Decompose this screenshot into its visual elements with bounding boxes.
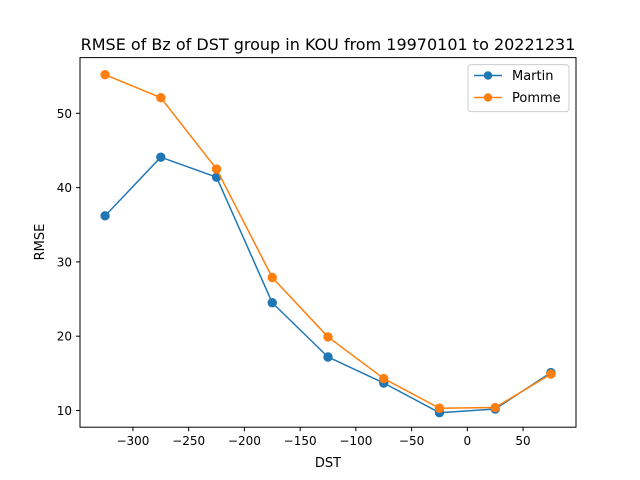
legend-label-martin: Martin — [512, 69, 553, 84]
legend-marker-martin — [483, 71, 493, 80]
data-point-martin — [323, 352, 333, 362]
y-tick-label: 20 — [57, 330, 72, 344]
data-point-pomme — [267, 272, 277, 283]
y-tick-label: 40 — [57, 181, 72, 195]
data-point-pomme — [100, 69, 110, 80]
x-tick-label: −100 — [339, 434, 372, 448]
x-axis-label: DST — [315, 456, 341, 471]
series-pomme — [100, 69, 556, 413]
legend-label-pomme: Pomme — [512, 91, 561, 106]
x-tick-label: 50 — [515, 434, 530, 448]
x-tick-label: −250 — [172, 434, 205, 448]
y-axis-ticks: 10 20 30 40 50 — [57, 107, 80, 418]
plot-area — [100, 69, 556, 418]
data-point-martin — [156, 152, 166, 162]
data-point-martin — [100, 211, 110, 221]
data-point-martin — [267, 298, 277, 308]
legend-entries: Martin Pomme — [474, 69, 561, 106]
x-tick-label: 0 — [464, 434, 472, 448]
x-tick-label: −200 — [228, 434, 261, 448]
legend-frame — [467, 64, 570, 113]
y-tick-label: 30 — [57, 255, 72, 269]
y-axis-label: RMSE — [33, 224, 48, 261]
y-tick-label: 10 — [57, 404, 72, 418]
axes-frame — [79, 57, 577, 428]
data-point-pomme — [490, 402, 500, 413]
legend-marker-pomme — [483, 93, 493, 102]
data-point-pomme — [379, 373, 389, 384]
data-point-pomme — [323, 332, 333, 342]
y-tick-label: 50 — [57, 107, 72, 121]
legend: Martin Pomme — [467, 64, 570, 113]
x-tick-label: −300 — [116, 434, 149, 448]
x-tick-label: −150 — [284, 434, 317, 448]
data-point-pomme — [211, 164, 222, 174]
chart-title: RMSE of Bz of DST group in KOU from 1997… — [81, 35, 576, 54]
data-point-pomme — [434, 403, 445, 413]
x-axis-ticks: −300 −250 −200 −150 −100 −50 0 50 — [116, 427, 531, 448]
x-tick-label: −50 — [399, 434, 424, 448]
data-point-pomme — [156, 93, 166, 103]
data-point-pomme — [546, 369, 556, 379]
